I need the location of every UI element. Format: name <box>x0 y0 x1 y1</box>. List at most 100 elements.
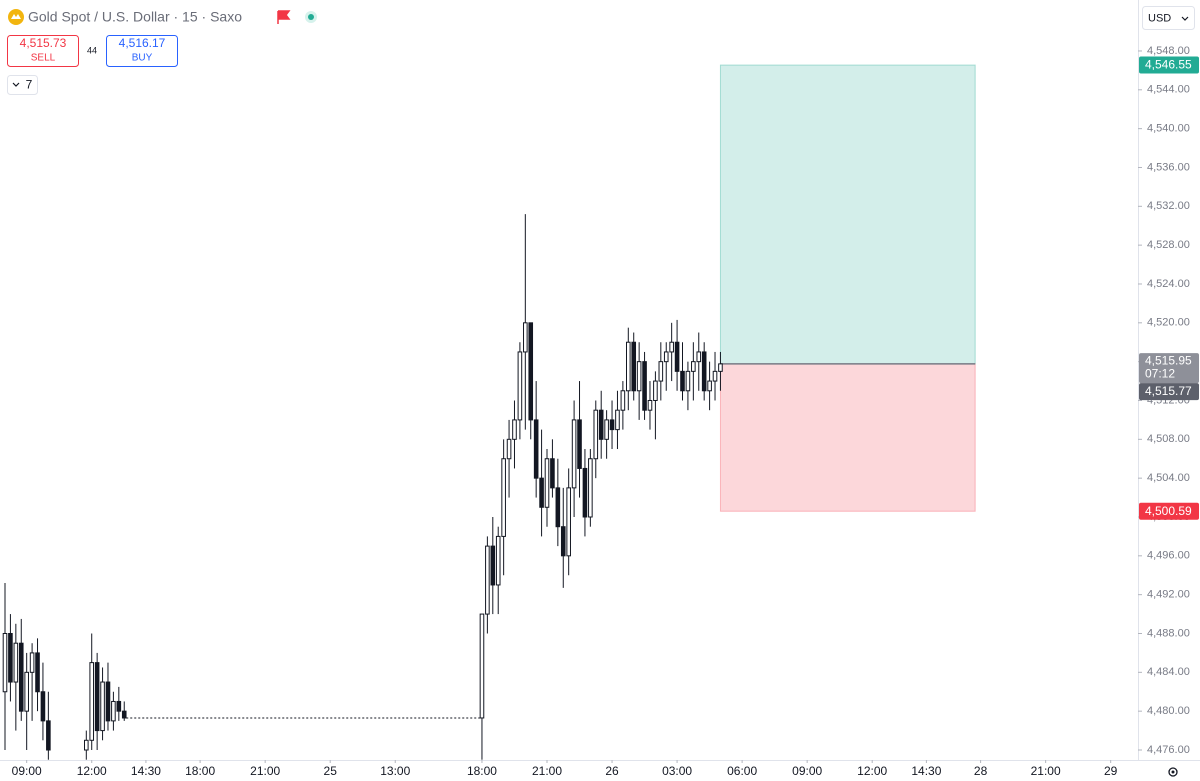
candle-body <box>121 710 127 719</box>
candle-body <box>593 409 599 460</box>
candle-body <box>544 458 550 508</box>
candle-body <box>560 526 566 557</box>
candle-body <box>18 642 24 712</box>
bar-countdown: 07:12 <box>1145 366 1175 380</box>
candle-body <box>582 467 588 518</box>
candle-body <box>555 487 561 528</box>
y-tick-label: 4,480.00 <box>1147 705 1190 717</box>
candle-body <box>116 700 122 712</box>
x-tick-label: 09:00 <box>12 764 42 778</box>
x-tick-label: 14:30 <box>911 764 941 778</box>
candle-body <box>620 390 626 411</box>
candle-body <box>718 363 723 372</box>
y-tick-label: 4,524.00 <box>1147 278 1190 290</box>
last-price-box <box>1139 353 1199 384</box>
candle-body <box>517 351 523 421</box>
y-tick-label: 4,520.00 <box>1147 317 1190 329</box>
candle-body <box>631 341 637 392</box>
x-tick-label: 14:30 <box>131 764 161 778</box>
buy-label: BUY <box>132 53 153 64</box>
candle-body <box>701 351 707 392</box>
candle-body <box>84 739 89 751</box>
y-tick-label: 4,540.00 <box>1147 123 1190 135</box>
candle-body <box>685 370 691 392</box>
candle-body <box>523 322 528 353</box>
chart-title: Gold Spot / U.S. Dollar · 15 · Saxo <box>28 9 242 25</box>
header: Gold Spot / U.S. Dollar · 15 · Saxo 4,51… <box>7 6 1195 777</box>
buy-price: 4,516.17 <box>119 36 166 50</box>
x-tick-label: 25 <box>324 764 338 778</box>
candle-body <box>707 380 712 392</box>
candle-body <box>577 419 582 469</box>
y-tick-label: 4,548.00 <box>1147 45 1190 57</box>
y-tick-label: 4,528.00 <box>1147 239 1190 251</box>
candle-body <box>642 361 647 411</box>
candle-body <box>604 419 609 440</box>
last-price-label: 4,515.95 <box>1145 353 1192 367</box>
candle-body <box>636 361 642 392</box>
y-tick-label: 4,532.00 <box>1147 200 1190 212</box>
candle-body <box>512 419 517 440</box>
stop-price-label: 4,500.59 <box>1145 504 1192 518</box>
x-tick-label: 03:00 <box>662 764 692 778</box>
settings-icon[interactable] <box>1168 767 1178 777</box>
y-tick-label: 4,544.00 <box>1147 84 1190 96</box>
target-zone <box>719 64 976 365</box>
candle-body <box>588 458 593 518</box>
candle-body <box>647 399 653 411</box>
candle-body <box>615 409 620 431</box>
sell-price: 4,515.73 <box>20 36 67 50</box>
candle-body <box>533 419 539 479</box>
x-tick-label: 12:00 <box>77 764 107 778</box>
y-tick-label: 4,508.00 <box>1147 433 1190 445</box>
candle-body <box>696 351 702 363</box>
buy-button[interactable] <box>106 35 178 67</box>
entry-price-box <box>1139 383 1199 401</box>
candle-body <box>571 419 577 489</box>
candle-body <box>495 535 501 586</box>
candle-body <box>669 341 674 353</box>
candle-body <box>24 671 29 712</box>
x-tick-label: 21:00 <box>1031 764 1061 778</box>
y-tick-label: 4,476.00 <box>1147 744 1190 756</box>
currency: USD <box>1148 12 1171 24</box>
candle-body <box>550 458 555 489</box>
x-tick-label: 26 <box>605 764 619 778</box>
candle-body <box>506 438 512 460</box>
currency-select[interactable] <box>1142 6 1195 30</box>
indicators-toggle[interactable] <box>7 75 38 95</box>
candle-body <box>609 419 615 431</box>
candle-body <box>40 691 46 722</box>
x-tick-label: 12:00 <box>857 764 887 778</box>
candle-body <box>111 700 116 722</box>
candle-body <box>653 380 658 401</box>
y-tick-label: 4,484.00 <box>1147 666 1190 678</box>
candle-body <box>479 613 485 719</box>
x-tick-label: 13:00 <box>380 764 410 778</box>
settings-icon-center <box>1171 770 1175 774</box>
status-dot <box>308 14 314 20</box>
indicators-count: 7 <box>26 78 33 92</box>
x-tick-label: 29 <box>1104 764 1118 778</box>
entry-price-label: 4,515.77 <box>1145 384 1192 398</box>
x-tick-label: 06:00 <box>727 764 757 778</box>
y-tick-label: 4,536.00 <box>1147 161 1190 173</box>
chevron <box>12 82 20 87</box>
candle-body <box>485 545 490 615</box>
sell-button[interactable] <box>7 35 79 67</box>
y-tick-label: 4,504.00 <box>1147 472 1190 484</box>
candle-body <box>539 477 544 508</box>
sell-label: SELL <box>31 53 56 64</box>
x-tick-label: 21:00 <box>250 764 280 778</box>
flag-icon[interactable] <box>277 10 291 24</box>
axes: 4,476.00 4,480.00 4,484.00 4,488.00 4,492.00… <box>12 45 1199 778</box>
x-tick-label: 09:00 <box>792 764 822 778</box>
x-tick-label: 28 <box>974 764 988 778</box>
y-tick-label: 4,492.00 <box>1147 589 1190 601</box>
candle-body <box>501 458 506 537</box>
candle-body <box>2 632 8 693</box>
target-price-label: 4,546.55 <box>1145 58 1192 72</box>
candle-body <box>674 341 680 372</box>
